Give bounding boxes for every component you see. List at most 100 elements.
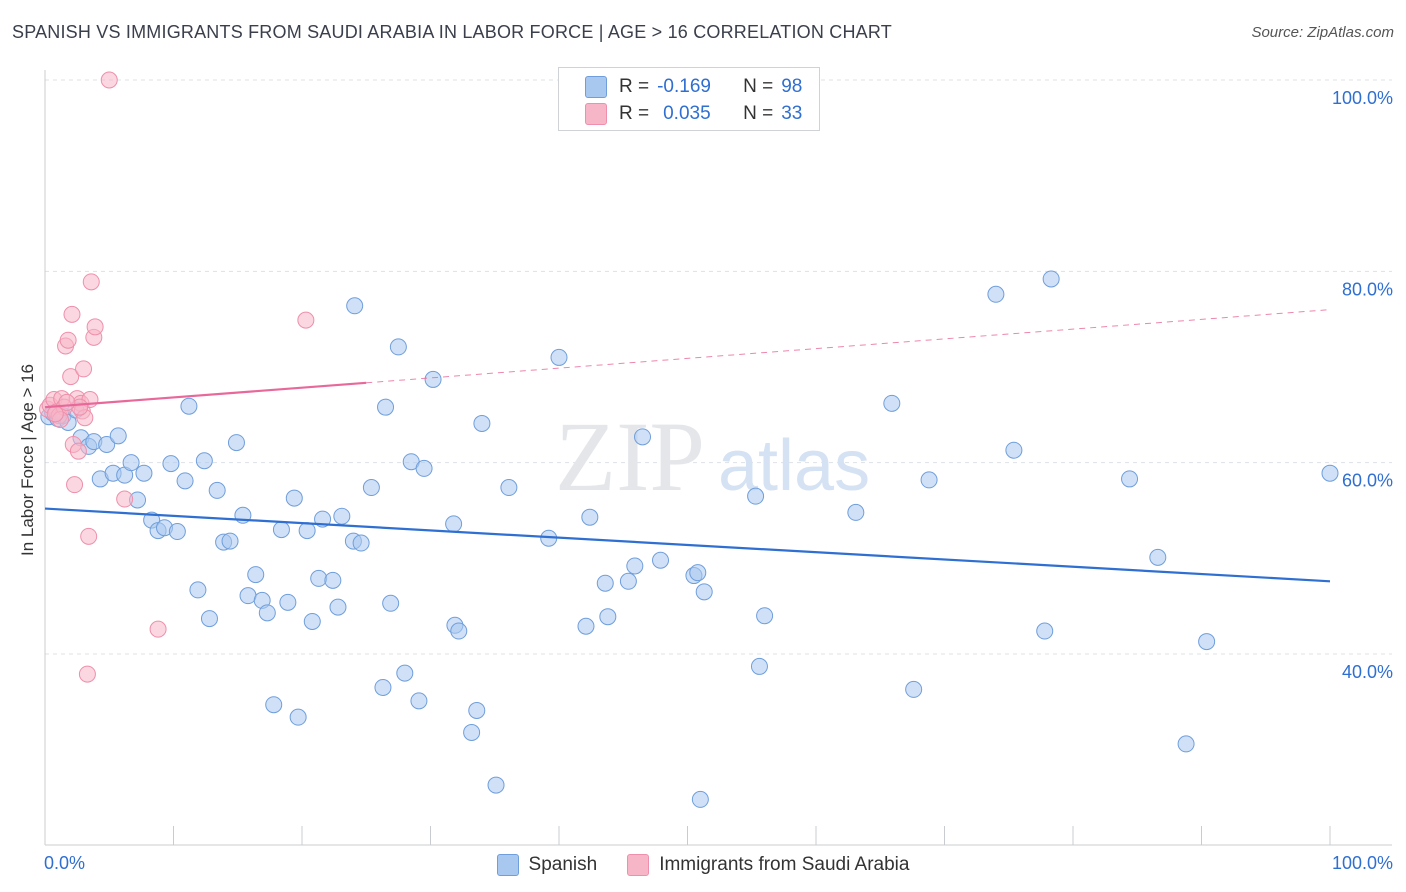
watermark-atlas: atlas (718, 426, 870, 506)
spanish-point (619, 572, 637, 590)
spanish-point (1005, 441, 1023, 459)
spanish-point (200, 610, 218, 628)
spanish-point (168, 523, 186, 541)
saudi-point (59, 331, 77, 349)
spanish-points (40, 270, 1339, 808)
tick-labels: 40.0% 60.0% 80.0% 100.0% 0.0% 100.0% (44, 88, 1393, 873)
saudi-point (86, 318, 104, 336)
spanish-point (1177, 735, 1195, 753)
grid-lines (45, 79, 1392, 655)
x-tick-label: 0.0% (44, 853, 85, 873)
spanish-point (445, 515, 463, 533)
y-tick-label: 60.0% (1342, 471, 1393, 491)
saudi-trend-line-dashed (366, 309, 1331, 384)
spanish-point (883, 394, 901, 412)
spanish-point (487, 776, 505, 794)
spanish-point (352, 534, 370, 552)
saudi-point (80, 527, 98, 545)
spanish-point (227, 434, 245, 452)
spanish-point (176, 472, 194, 490)
spanish-point (382, 594, 400, 612)
legend-label-saudi: Immigrants from Saudi Arabia (659, 854, 910, 875)
n-label: N = (743, 76, 774, 97)
spanish-point (362, 479, 380, 497)
watermark-zip: ZIP (555, 401, 705, 512)
spanish-point (550, 348, 568, 366)
n-label: N = (743, 103, 774, 124)
spanish-point (98, 435, 116, 453)
stats-row-saudi: R = 0.035 N = 33 (585, 101, 802, 127)
trend-lines (44, 309, 1331, 583)
spanish-point (396, 664, 414, 682)
spanish-point (920, 471, 938, 489)
legend-item-spanish[interactable]: Spanish (496, 852, 597, 878)
spanish-point (626, 557, 644, 575)
saudi-point (82, 273, 100, 291)
spanish-point (265, 696, 283, 714)
spanish-point (691, 790, 709, 808)
saudi-point (75, 360, 93, 378)
spanish-point (1121, 470, 1139, 488)
spanish-point (468, 701, 486, 719)
spanish-point (333, 507, 351, 525)
x-tick-label: 100.0% (1332, 853, 1393, 873)
legend-item-saudi[interactable]: Immigrants from Saudi Arabia (627, 852, 909, 878)
spanish-point (329, 598, 347, 616)
spanish-point (389, 338, 407, 356)
spanish-point (652, 551, 670, 569)
spanish-swatch (496, 854, 519, 876)
saudi-point (63, 305, 81, 323)
spanish-point (500, 479, 518, 497)
r-value-saudi: 0.035 (663, 103, 711, 124)
spanish-point (1042, 270, 1060, 288)
spanish-point (599, 608, 617, 626)
spanish-point (377, 398, 395, 416)
source-credit: Source: ZipAtlas.com (1251, 24, 1394, 41)
saudi-point (78, 665, 96, 683)
saudi-points (39, 71, 315, 683)
spanish-point (135, 464, 153, 482)
spanish-point (463, 723, 481, 741)
spanish-point (634, 428, 652, 446)
spanish-swatch (585, 76, 607, 98)
saudi-swatch (627, 854, 650, 876)
r-value-spanish: -0.169 (657, 76, 711, 97)
saudi-trend-line-solid (44, 381, 367, 409)
spanish-point (258, 604, 276, 622)
spanish-point (346, 297, 364, 315)
spanish-point (750, 657, 768, 675)
watermark: ZIP atlas (555, 401, 870, 512)
spanish-point (180, 397, 198, 415)
n-value-saudi: 33 (781, 103, 803, 124)
saudi-point (66, 476, 84, 494)
spanish-point (239, 587, 257, 605)
spanish-point (756, 607, 774, 625)
spanish-point (298, 522, 316, 540)
spanish-point (289, 708, 307, 726)
spanish-point (905, 680, 923, 698)
r-label: R = (619, 76, 650, 97)
spanish-point (747, 487, 765, 505)
spanish-point (450, 622, 468, 640)
spanish-point (847, 503, 865, 521)
spanish-point (303, 612, 321, 630)
spanish-trend-line (44, 507, 1331, 583)
spanish-point (577, 617, 595, 635)
legend: Spanish Immigrants from Saudi Arabia (0, 852, 1406, 878)
spanish-point (1149, 548, 1167, 566)
spanish-point (410, 692, 428, 710)
spanish-point (162, 455, 180, 473)
saudi-swatch (585, 103, 607, 125)
chart-title: SPANISH VS IMMIGRANTS FROM SAUDI ARABIA … (12, 22, 892, 42)
spanish-point (279, 593, 297, 611)
saudi-point (116, 490, 134, 508)
saudi-point (100, 71, 118, 89)
saudi-point (62, 368, 80, 386)
spanish-point (310, 569, 328, 587)
spanish-point (689, 564, 707, 582)
saudi-point (69, 442, 87, 460)
spanish-point (1321, 464, 1339, 482)
spanish-point (189, 581, 207, 599)
axes (44, 70, 1392, 846)
